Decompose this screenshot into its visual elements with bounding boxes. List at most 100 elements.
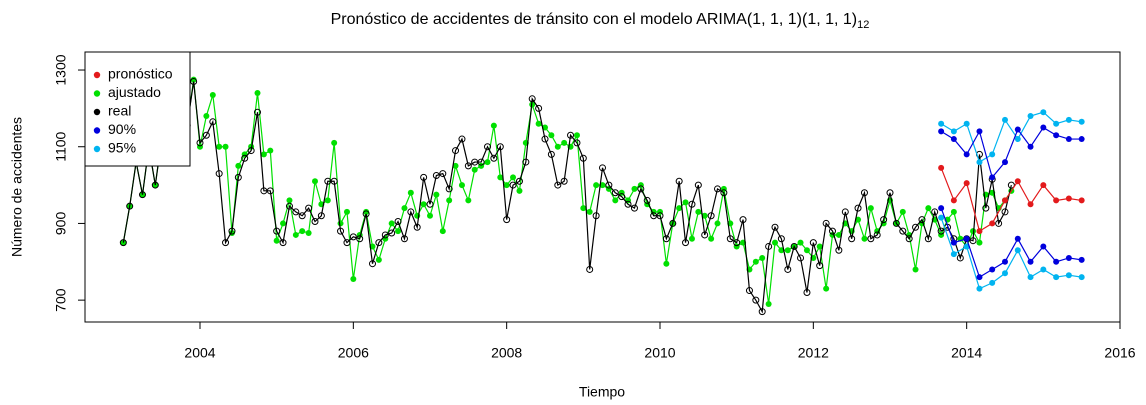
data-point [1053,132,1060,139]
data-point [356,235,364,243]
data-point [222,143,229,150]
data-point [503,182,510,189]
data-point [816,262,824,270]
data-point [675,177,683,185]
data-point [797,239,804,246]
y-tick-label: 1100 [53,131,69,161]
data-point [676,205,683,212]
data-point [497,174,504,181]
data-point [726,235,734,243]
data-point [1065,272,1072,279]
legend-marker [93,127,101,134]
data-point [592,212,600,220]
data-point [1040,243,1047,250]
data-point [989,174,996,181]
data-point [848,235,856,243]
data-point [809,239,817,247]
data-point [216,143,223,150]
data-point [976,239,983,246]
data-point [1053,120,1060,127]
data-point [567,131,575,139]
data-point [266,187,274,195]
data-point [708,235,715,242]
data-point [777,235,785,243]
data-point [561,139,568,146]
data-point [823,285,830,292]
data-point [394,218,402,226]
data-point [912,223,920,231]
data-point [886,189,894,197]
data-point [752,296,760,304]
data-point [433,191,440,198]
plot-frame [84,51,1121,323]
data-point [1002,116,1008,123]
data-point [630,204,638,212]
x-tick-label: 2016 [1104,345,1135,361]
data-point [938,214,945,221]
x-tick-label: 2012 [798,345,829,361]
data-point [292,231,299,238]
data-point [203,113,210,120]
data-point [918,216,926,224]
data-point [432,171,440,179]
y-axis-label: Número de accidentes [9,117,25,257]
data-point [573,132,580,139]
data-point [254,108,261,116]
data-point [682,239,690,247]
data-point [989,220,996,227]
data-point [337,227,345,235]
data-point [1002,197,1008,204]
data-point [413,223,421,231]
data-point [1065,116,1072,123]
data-point [1065,195,1072,202]
data-point [528,95,536,103]
data-point [395,228,402,235]
data-point [938,128,945,135]
data-point [714,185,721,193]
data-point [1027,258,1034,265]
data-point [228,227,236,235]
data-point [950,128,957,135]
data-point [343,239,351,247]
data-point [765,242,773,250]
data-point [797,254,805,262]
data-point [720,189,728,197]
data-point [1027,113,1034,120]
data-point [324,197,331,204]
data-point [369,260,376,268]
data-point [790,242,798,250]
data-point [867,205,874,212]
data-point [209,91,216,98]
data-point [202,131,210,139]
title-subscript: 12 [857,19,869,31]
data-point [860,189,868,197]
data-point [745,287,753,295]
data-point [477,158,485,166]
data-point [772,239,778,246]
data-point [963,235,970,242]
data-point [426,200,434,208]
data-point [317,212,325,220]
data-point [976,128,983,135]
data-point [209,118,217,126]
data-point [854,204,862,212]
data-point [950,197,957,204]
data-point [1040,124,1047,131]
data-point [349,233,357,241]
data-point [682,199,689,206]
data-point [286,197,293,204]
data-point [573,139,581,147]
legend-marker [93,90,101,97]
data-point [707,212,715,220]
data-point [937,227,945,235]
data-point [292,208,300,216]
data-point [1065,254,1072,261]
chart-title: Pronóstico de accidentes de tránsito con… [331,11,870,31]
data-point [522,158,530,166]
data-point [822,219,830,227]
data-point [643,196,651,204]
legend-label: ajustado [108,84,161,100]
data-point [330,177,338,185]
data-point [905,235,913,243]
data-point [656,212,664,220]
